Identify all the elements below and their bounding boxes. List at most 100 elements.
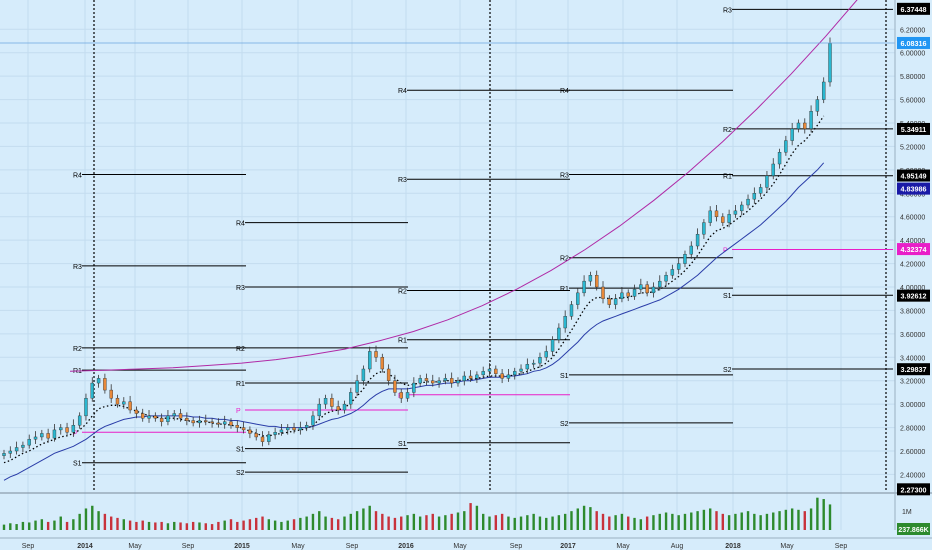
candle-body: [765, 175, 769, 188]
candle-body: [740, 204, 744, 212]
grid-lines: [0, 0, 895, 530]
candle-body: [317, 403, 321, 417]
price-axis-tick-label: 3.60000: [900, 332, 925, 339]
candle-body: [664, 275, 668, 282]
volume-bar: [488, 516, 491, 530]
price-axis-tick-label: 6.20000: [900, 27, 925, 34]
time-axis-tick-label: 2015: [234, 543, 250, 550]
volume-bar: [40, 519, 44, 530]
candle-body: [368, 351, 372, 370]
candle-body: [355, 380, 359, 393]
price-badge-label: 6.08316: [901, 39, 927, 48]
volume-bar: [400, 516, 403, 530]
volume-bar: [765, 513, 769, 530]
volume-bar: [141, 520, 144, 530]
volume-bar: [381, 513, 384, 530]
volume-bar: [109, 516, 113, 530]
candle-body: [260, 436, 265, 442]
candle-body: [708, 210, 712, 223]
volume-bar: [690, 512, 693, 530]
price-axis-tick-label: 4.00000: [900, 285, 925, 292]
volume-bar: [223, 520, 226, 530]
time-axis-tick-label: May: [616, 543, 630, 550]
volume-bar: [34, 520, 37, 530]
volume-bar: [494, 515, 498, 530]
volume-bar: [772, 512, 775, 530]
pivot-label: R3: [398, 177, 407, 184]
candle-body: [727, 214, 731, 223]
price-axis-tick-label: 4.40000: [900, 238, 925, 245]
volume-bar: [715, 511, 718, 530]
candle-body: [84, 398, 88, 417]
price-badge-label: 4.95149: [901, 172, 927, 181]
volume-bar: [450, 513, 453, 530]
candle-body: [115, 398, 120, 405]
candle-body: [279, 429, 284, 433]
volume-bar: [519, 516, 523, 530]
candle-body: [292, 427, 296, 431]
candle-body: [494, 368, 498, 374]
candle-body: [525, 364, 530, 370]
volume-badge: [897, 523, 930, 535]
volume-bar: [318, 511, 321, 530]
candle-body: [14, 447, 19, 452]
candle-body: [323, 398, 328, 405]
volume-bar: [475, 505, 479, 530]
candle-body: [172, 413, 176, 417]
candle-body: [210, 421, 214, 424]
volume-bar: [582, 505, 586, 530]
pivot-label: S1: [560, 373, 569, 380]
volume-bar: [46, 521, 50, 530]
candle-body: [431, 380, 435, 384]
volume-bar: [28, 522, 31, 530]
candle-body: [33, 436, 38, 440]
candle-body: [141, 413, 145, 419]
candle-body: [588, 275, 593, 282]
volume-bar: [255, 517, 258, 530]
candle-body: [153, 415, 158, 419]
volume-bar: [374, 511, 378, 530]
candle-body: [40, 433, 44, 438]
candle-body: [758, 187, 763, 194]
candle-body: [59, 427, 63, 431]
volume-bar: [545, 517, 548, 530]
moving-average-1: [3, 115, 825, 464]
volume-bar: [721, 513, 725, 530]
volume-bar: [15, 524, 18, 530]
volume-bar: [210, 524, 214, 530]
candle-body: [796, 122, 801, 130]
price-badge-label: 5.34911: [901, 125, 927, 134]
pivot-label: R3: [560, 173, 569, 180]
price-badge: [897, 182, 930, 195]
volume-bar: [645, 516, 649, 530]
price-axis-tick-label: 2.80000: [900, 426, 925, 433]
volume-bar: [620, 513, 624, 530]
volume-bar: [418, 516, 422, 530]
volume-bar: [589, 507, 592, 530]
volume-bar: [122, 519, 126, 530]
volume-axis: 1M 237.866K: [897, 509, 930, 535]
candle-body: [65, 427, 69, 433]
price-badge: [897, 36, 930, 49]
candle-body: [500, 373, 504, 379]
candle-body: [658, 280, 662, 288]
candle-body: [519, 368, 523, 372]
candle-body: [544, 351, 548, 358]
volume-bar: [78, 513, 81, 530]
pivot-label: R4: [236, 221, 245, 228]
price-axis-tick-label: 5.20000: [900, 144, 925, 151]
volume-bar: [128, 520, 132, 530]
pivot-label: S1: [398, 441, 407, 448]
candle-body: [254, 433, 258, 438]
volume-bar: [393, 517, 397, 530]
volume-bar: [746, 511, 750, 530]
candle-body: [374, 351, 378, 358]
volume-bar: [677, 515, 680, 530]
candle-body: [538, 357, 542, 364]
price-axis-tick-label: 4.20000: [900, 262, 925, 269]
candle-body: [298, 427, 303, 431]
volume-bar: [173, 521, 176, 530]
candle-body: [134, 409, 139, 414]
candle-body: [607, 298, 612, 305]
